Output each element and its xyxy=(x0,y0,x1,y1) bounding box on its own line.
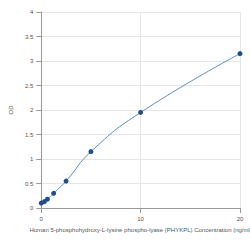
svg-text:3.5: 3.5 xyxy=(25,34,34,40)
svg-text:2: 2 xyxy=(30,107,34,113)
svg-text:20: 20 xyxy=(237,216,244,222)
svg-text:1.5: 1.5 xyxy=(25,132,34,138)
svg-text:1: 1 xyxy=(30,156,34,162)
svg-text:Human 5-phosphohydroxy-L-lysin: Human 5-phosphohydroxy-L-lysine phospho-… xyxy=(29,227,250,233)
svg-text:10: 10 xyxy=(137,216,144,222)
svg-text:0: 0 xyxy=(30,205,34,211)
svg-text:3: 3 xyxy=(30,58,34,64)
svg-text:0.5: 0.5 xyxy=(25,181,34,187)
svg-text:2.5: 2.5 xyxy=(25,83,34,89)
svg-text:OD: OD xyxy=(8,105,14,115)
svg-text:0: 0 xyxy=(40,216,44,222)
svg-text:4: 4 xyxy=(30,9,34,15)
